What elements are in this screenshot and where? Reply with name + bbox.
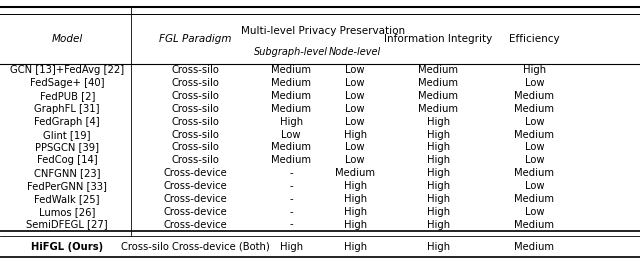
Text: High: High [427, 242, 450, 252]
Text: High: High [344, 242, 367, 252]
Text: Cross-silo: Cross-silo [172, 78, 219, 88]
Text: High: High [427, 207, 450, 217]
Text: Lumos [26]: Lumos [26] [39, 207, 95, 217]
Text: FedCog [14]: FedCog [14] [37, 155, 97, 165]
Text: Cross-silo: Cross-silo [172, 130, 219, 140]
Text: High: High [523, 65, 546, 75]
Text: Medium: Medium [271, 104, 311, 114]
Text: Medium: Medium [271, 143, 311, 152]
Text: Medium: Medium [419, 91, 458, 101]
Text: High: High [427, 194, 450, 204]
Text: High: High [344, 194, 367, 204]
Text: Low: Low [346, 91, 365, 101]
Text: Low: Low [346, 143, 365, 152]
Text: High: High [280, 117, 303, 127]
Text: Cross-silo: Cross-silo [172, 143, 219, 152]
Text: Medium: Medium [271, 78, 311, 88]
Text: High: High [427, 168, 450, 178]
Text: Glint [19]: Glint [19] [44, 130, 91, 140]
Text: Cross-device: Cross-device [163, 168, 227, 178]
Text: Medium: Medium [335, 168, 375, 178]
Text: Low: Low [525, 143, 544, 152]
Text: Cross-device: Cross-device [163, 207, 227, 217]
Text: Medium: Medium [515, 130, 554, 140]
Text: FedWalk [25]: FedWalk [25] [35, 194, 100, 204]
Text: High: High [427, 220, 450, 230]
Text: Cross-silo: Cross-silo [172, 155, 219, 165]
Text: Cross-device: Cross-device [163, 220, 227, 230]
Text: Low: Low [346, 155, 365, 165]
Text: GCN [13]+FedAvg [22]: GCN [13]+FedAvg [22] [10, 65, 124, 75]
Text: -: - [289, 181, 293, 191]
Text: Cross-silo: Cross-silo [172, 117, 219, 127]
Text: Subgraph-level: Subgraph-level [254, 47, 328, 57]
Text: FedPUB [2]: FedPUB [2] [40, 91, 95, 101]
Text: Medium: Medium [515, 242, 554, 252]
Text: -: - [289, 168, 293, 178]
Text: Medium: Medium [419, 78, 458, 88]
Text: Cross-silo: Cross-silo [172, 91, 219, 101]
Text: HiFGL (Ours): HiFGL (Ours) [31, 242, 103, 252]
Text: Cross-silo Cross-device (Both): Cross-silo Cross-device (Both) [121, 242, 269, 252]
Text: High: High [280, 242, 303, 252]
Text: FedPerGNN [33]: FedPerGNN [33] [28, 181, 107, 191]
Text: High: High [427, 117, 450, 127]
Text: Medium: Medium [419, 65, 458, 75]
Text: Low: Low [346, 117, 365, 127]
Text: Multi-level Privacy Preservation: Multi-level Privacy Preservation [241, 26, 405, 36]
Text: Cross-device: Cross-device [163, 194, 227, 204]
Text: Medium: Medium [515, 220, 554, 230]
Text: Low: Low [346, 78, 365, 88]
Text: Medium: Medium [271, 155, 311, 165]
Text: High: High [427, 130, 450, 140]
Text: High: High [344, 181, 367, 191]
Text: High: High [427, 181, 450, 191]
Text: High: High [427, 143, 450, 152]
Text: High: High [344, 130, 367, 140]
Text: SemiDFEGL [27]: SemiDFEGL [27] [26, 220, 108, 230]
Text: -: - [289, 220, 293, 230]
Text: FedGraph [4]: FedGraph [4] [35, 117, 100, 127]
Text: High: High [344, 220, 367, 230]
Text: Node-level: Node-level [329, 47, 381, 57]
Text: CNFGNN [23]: CNFGNN [23] [34, 168, 100, 178]
Text: Cross-device: Cross-device [163, 181, 227, 191]
Text: Low: Low [346, 65, 365, 75]
Text: Medium: Medium [515, 104, 554, 114]
Text: -: - [289, 207, 293, 217]
Text: FedSage+ [40]: FedSage+ [40] [30, 78, 104, 88]
Text: Medium: Medium [515, 168, 554, 178]
Text: High: High [427, 155, 450, 165]
Text: Model: Model [52, 34, 83, 44]
Text: Efficiency: Efficiency [509, 34, 560, 44]
Text: Low: Low [282, 130, 301, 140]
Text: -: - [289, 194, 293, 204]
Text: FGL Paradigm: FGL Paradigm [159, 34, 232, 44]
Text: Low: Low [346, 104, 365, 114]
Text: Low: Low [525, 78, 544, 88]
Text: Low: Low [525, 117, 544, 127]
Text: Medium: Medium [515, 194, 554, 204]
Text: Low: Low [525, 207, 544, 217]
Text: High: High [344, 207, 367, 217]
Text: Cross-silo: Cross-silo [172, 104, 219, 114]
Text: Medium: Medium [515, 91, 554, 101]
Text: Low: Low [525, 155, 544, 165]
Text: GraphFL [31]: GraphFL [31] [35, 104, 100, 114]
Text: Medium: Medium [271, 65, 311, 75]
Text: PPSGCN [39]: PPSGCN [39] [35, 143, 99, 152]
Text: Information Integrity: Information Integrity [384, 34, 493, 44]
Text: Medium: Medium [271, 91, 311, 101]
Text: Cross-silo: Cross-silo [172, 65, 219, 75]
Text: Medium: Medium [419, 104, 458, 114]
Text: Low: Low [525, 181, 544, 191]
